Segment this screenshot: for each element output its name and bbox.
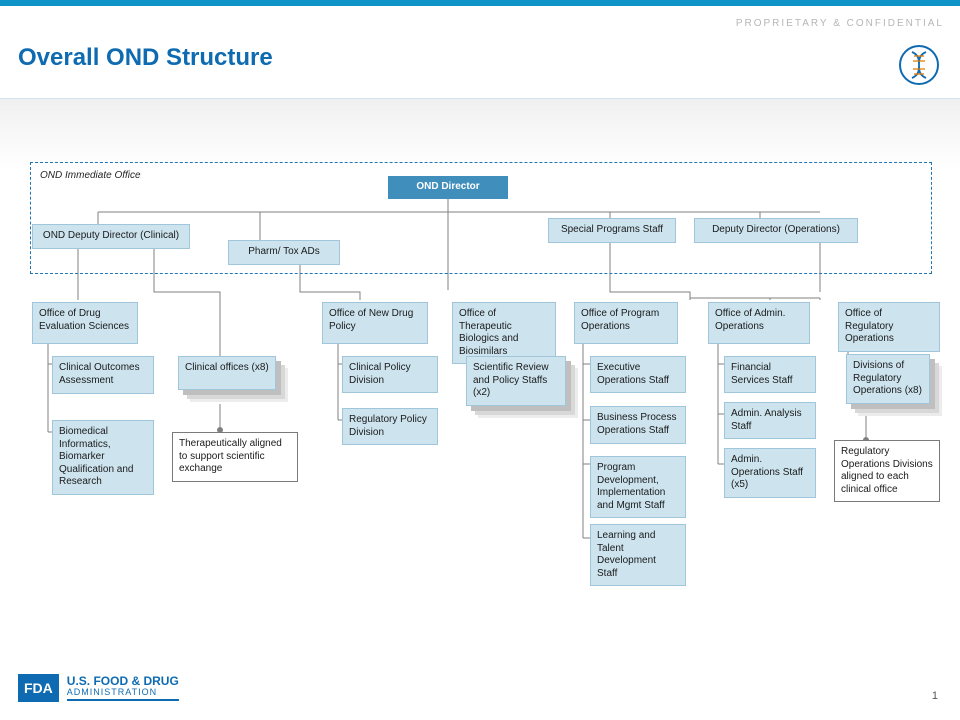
node-rpd: Regulatory Policy Division [342,408,438,445]
node-aas: Admin. Analysis Staff [724,402,816,439]
node-oao: Office of Admin. Operations [708,302,810,344]
node-ondp: Office of New Drug Policy [322,302,428,344]
node-therap-note: Therapeutically aligned to support scien… [172,432,298,482]
fda-mark: FDA [18,674,59,702]
node-spec-programs: Special Programs Staff [548,218,676,243]
immediate-office-label: OND Immediate Office [40,170,141,181]
node-odes: Office of Drug Evaluation Sciences [32,302,138,344]
node-ltd: Learning and Talent Development Staff [590,524,686,586]
fda-line2: ADMINISTRATION [67,688,179,697]
org-chart: OND Immediate Office OND Director OND Depu… [0,0,960,720]
node-pdim: Program Development, Implementation and … [590,456,686,518]
node-dep-clinical: OND Deputy Director (Clinical) [32,224,190,249]
node-clin-outcomes: Clinical Outcomes Assessment [52,356,154,394]
node-bpo: Business Process Operations Staff [590,406,686,444]
fda-logo: FDA U.S. FOOD & DRUG ADMINISTRATION [18,674,179,702]
node-dep-ops: Deputy Director (Operations) [694,218,858,243]
node-pharm-tox: Pharm/ Tox ADs [228,240,340,265]
node-dro: Divisions of Regulatory Operations (x8) [846,354,930,404]
node-opo: Office of Program Operations [574,302,678,344]
node-cpd: Clinical Policy Division [342,356,438,393]
fda-text: U.S. FOOD & DRUG ADMINISTRATION [67,675,179,701]
node-srps: Scientific Review and Policy Staffs (x2) [466,356,566,406]
node-biomed: Biomedical Informatics, Biomarker Qualif… [52,420,154,495]
fda-line1: U.S. FOOD & DRUG [67,674,179,688]
node-dro-note: Regulatory Operations Divisions aligned … [834,440,940,502]
node-fss: Financial Services Staff [724,356,816,393]
node-director: OND Director [388,176,508,199]
node-eos: Executive Operations Staff [590,356,686,393]
node-otbb: Office of Therapeutic Biologics and Bios… [452,302,556,364]
node-clin-off: Clinical offices (x8) [178,356,276,390]
node-oro: Office of Regulatory Operations [838,302,940,352]
page-number: 1 [932,690,938,702]
node-aos: Admin. Operations Staff (x5) [724,448,816,498]
